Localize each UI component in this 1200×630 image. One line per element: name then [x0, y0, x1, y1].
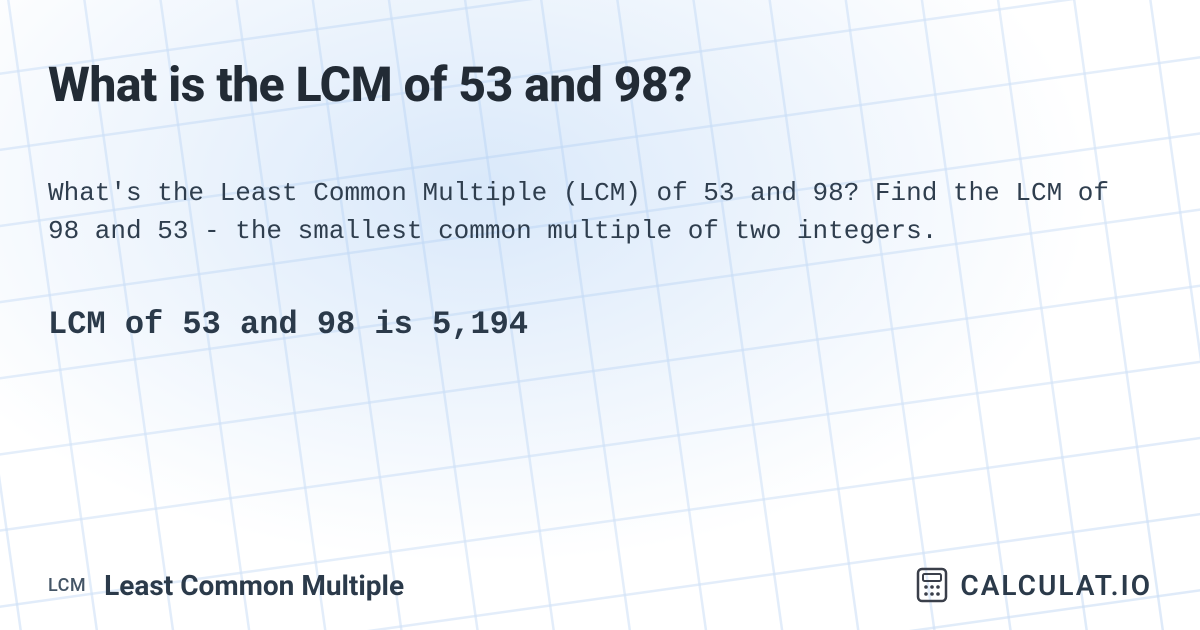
answer-text: LCM of 53 and 98 is 5,194 — [48, 306, 1152, 343]
content-area: What is the LCM of 53 and 98? What's the… — [0, 0, 1200, 630]
page-title: What is the LCM of 53 and 98? — [48, 56, 1152, 113]
brand-text: CALCULAT.IO — [960, 569, 1152, 602]
footer: LCM Least Common Multiple CALCULAT.IO — [0, 540, 1200, 630]
lcm-badge: LCM — [48, 575, 86, 596]
footer-left: LCM Least Common Multiple — [48, 569, 404, 602]
brand: CALCULAT.IO — [914, 567, 1152, 603]
calculator-icon — [914, 567, 950, 603]
page-description: What's the Least Common Multiple (LCM) o… — [48, 175, 1148, 250]
footer-label: Least Common Multiple — [104, 569, 404, 602]
